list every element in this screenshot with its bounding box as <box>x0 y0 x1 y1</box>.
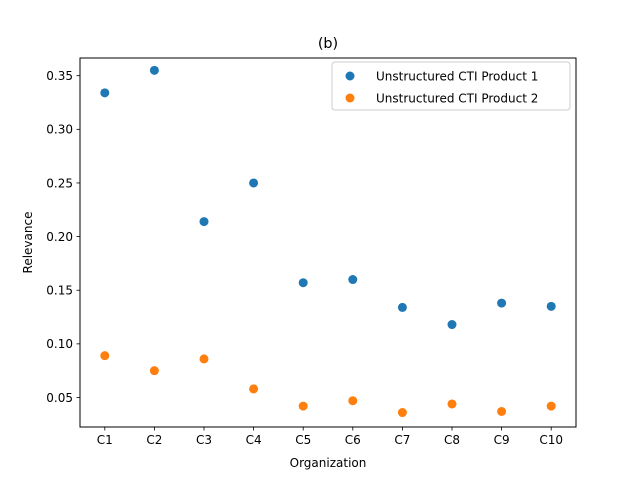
y-tick-label: 0.15 <box>46 284 73 298</box>
data-point-series-2 <box>397 408 407 418</box>
data-point-series-1 <box>397 302 407 312</box>
x-tick-label: C5 <box>295 433 311 447</box>
data-point-series-2 <box>149 366 159 376</box>
data-point-series-1 <box>249 178 259 188</box>
data-point-series-1 <box>497 298 507 308</box>
x-tick-label: C1 <box>97 433 113 447</box>
data-point-series-1 <box>546 301 556 311</box>
x-tick-label: C6 <box>345 433 361 447</box>
data-point-series-2 <box>100 351 110 361</box>
data-point-series-1 <box>447 320 457 330</box>
legend: Unstructured CTI Product 1 Unstructured C… <box>331 61 571 111</box>
y-tick-label: 0.05 <box>46 391 73 405</box>
data-point-series-1 <box>199 217 209 227</box>
data-point-series-2 <box>348 396 358 406</box>
data-point-series-2 <box>497 406 507 416</box>
data-point-series-2 <box>546 401 556 411</box>
y-axis-label: Relevance <box>21 212 35 274</box>
legend-marker <box>345 93 355 103</box>
data-point-series-2 <box>199 354 209 364</box>
x-tick-label: C7 <box>394 433 410 447</box>
x-tick-label: C2 <box>146 433 162 447</box>
chart-title: (b) <box>318 36 338 52</box>
x-axis: C1 C2 C3 C4 C5 C6 C7 C8 C9 C10 <box>97 427 563 447</box>
y-tick-label: 0.25 <box>46 176 73 190</box>
y-tick-label: 0.30 <box>46 123 73 137</box>
x-tick-label: C9 <box>494 433 510 447</box>
data-point-series-1 <box>298 278 308 288</box>
y-tick-label: 0.35 <box>46 69 73 83</box>
legend-label: Unstructured CTI Product 1 <box>376 69 538 83</box>
legend-box <box>331 61 571 111</box>
data-point-series-2 <box>298 401 308 411</box>
data-point-series-1 <box>348 275 358 285</box>
x-tick-label: C10 <box>539 433 563 447</box>
data-points <box>100 65 556 418</box>
legend-label: Unstructured CTI Product 2 <box>376 91 538 105</box>
x-tick-label: C3 <box>196 433 212 447</box>
data-point-series-2 <box>447 399 457 409</box>
legend-marker <box>345 71 355 81</box>
y-axis: 0.05 0.10 0.15 0.20 0.25 0.30 0.35 <box>46 69 80 405</box>
x-tick-label: C4 <box>246 433 262 447</box>
data-point-series-1 <box>149 65 159 75</box>
x-tick-label: C8 <box>444 433 460 447</box>
x-axis-label: Organization <box>290 456 367 470</box>
data-point-series-1 <box>100 88 110 98</box>
axes-frame <box>79 57 577 428</box>
y-tick-label: 0.10 <box>46 337 73 351</box>
data-point-series-2 <box>249 384 259 394</box>
y-tick-label: 0.20 <box>46 230 73 244</box>
